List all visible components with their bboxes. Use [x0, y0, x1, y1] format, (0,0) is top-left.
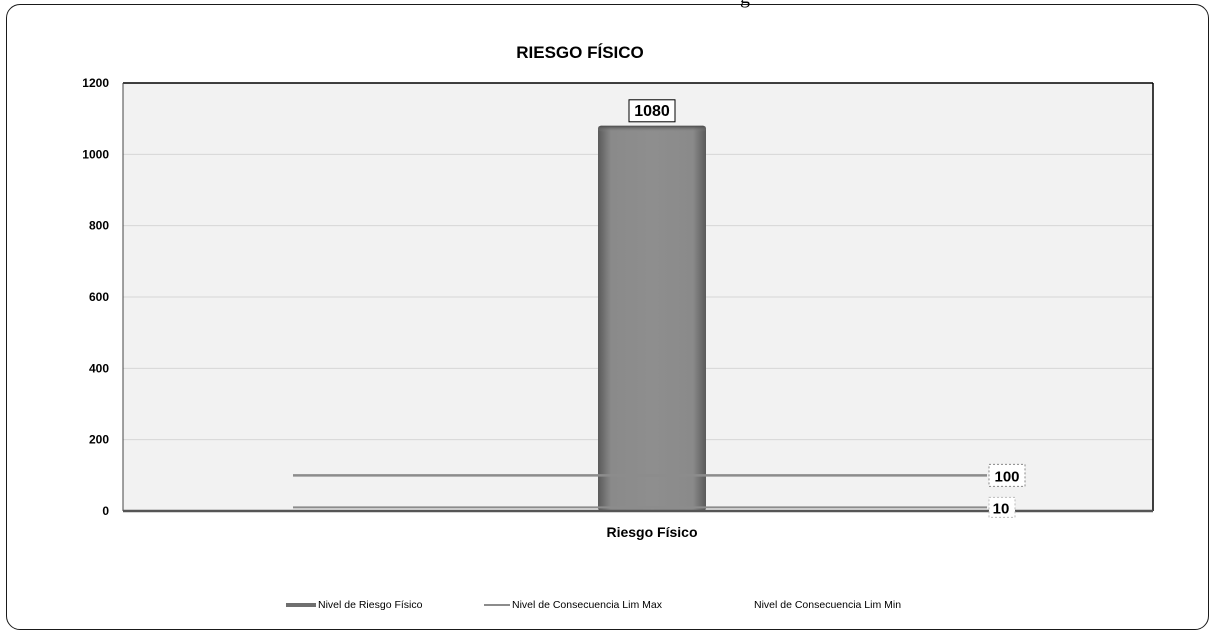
legend-swatch-lim-max: [484, 604, 510, 607]
bar-label-box: [628, 99, 676, 123]
y-tick-label: 600: [89, 290, 109, 304]
y-tick-label: 1200: [82, 76, 109, 90]
clipped-heading-fragment: g: [740, 0, 750, 9]
y-tick-label: 400: [89, 361, 109, 375]
plot-area: 0 200 400 600 800 1000 1200 1080 Riesgo Físico 10…: [82, 76, 1154, 540]
lim-max-label-box: [988, 463, 1026, 487]
legend-swatch-lim-min: [722, 604, 752, 606]
legend-item-lim-max: Nivel de Consecuencia Lim Max: [484, 599, 662, 611]
legend-item-lim-min: Nivel de Consecuencia Lim Min: [722, 599, 901, 611]
y-tick-label: 800: [89, 219, 109, 233]
legend: Nivel de Riesgo Físico Nivel de Consecue…: [0, 599, 1215, 615]
legend-label-bar: Nivel de Riesgo Físico: [318, 599, 423, 611]
legend-label-lim-max: Nivel de Consecuencia Lim Max: [512, 599, 662, 611]
bar-top-shade: [598, 125, 706, 132]
y-tick-label: 200: [89, 433, 109, 447]
lim-max-data-label: 100: [994, 468, 1019, 485]
lim-min-label-box: [988, 496, 1016, 518]
legend-label-lim-min: Nivel de Consecuencia Lim Min: [754, 599, 902, 611]
y-tick-label: 0: [102, 504, 109, 518]
lim-min-data-label: 10: [993, 500, 1010, 517]
x-category-label: Riesgo Físico: [606, 524, 697, 540]
legend-swatch-bar: [286, 603, 316, 608]
y-tick-label: 1000: [82, 147, 109, 161]
bar-data-label: 1080: [634, 103, 670, 120]
legend-item-bar: Nivel de Riesgo Físico: [286, 599, 422, 611]
chart-title: RIESGO FÍSICO: [516, 43, 644, 62]
bar-riesgo-fisico: [598, 125, 706, 512]
